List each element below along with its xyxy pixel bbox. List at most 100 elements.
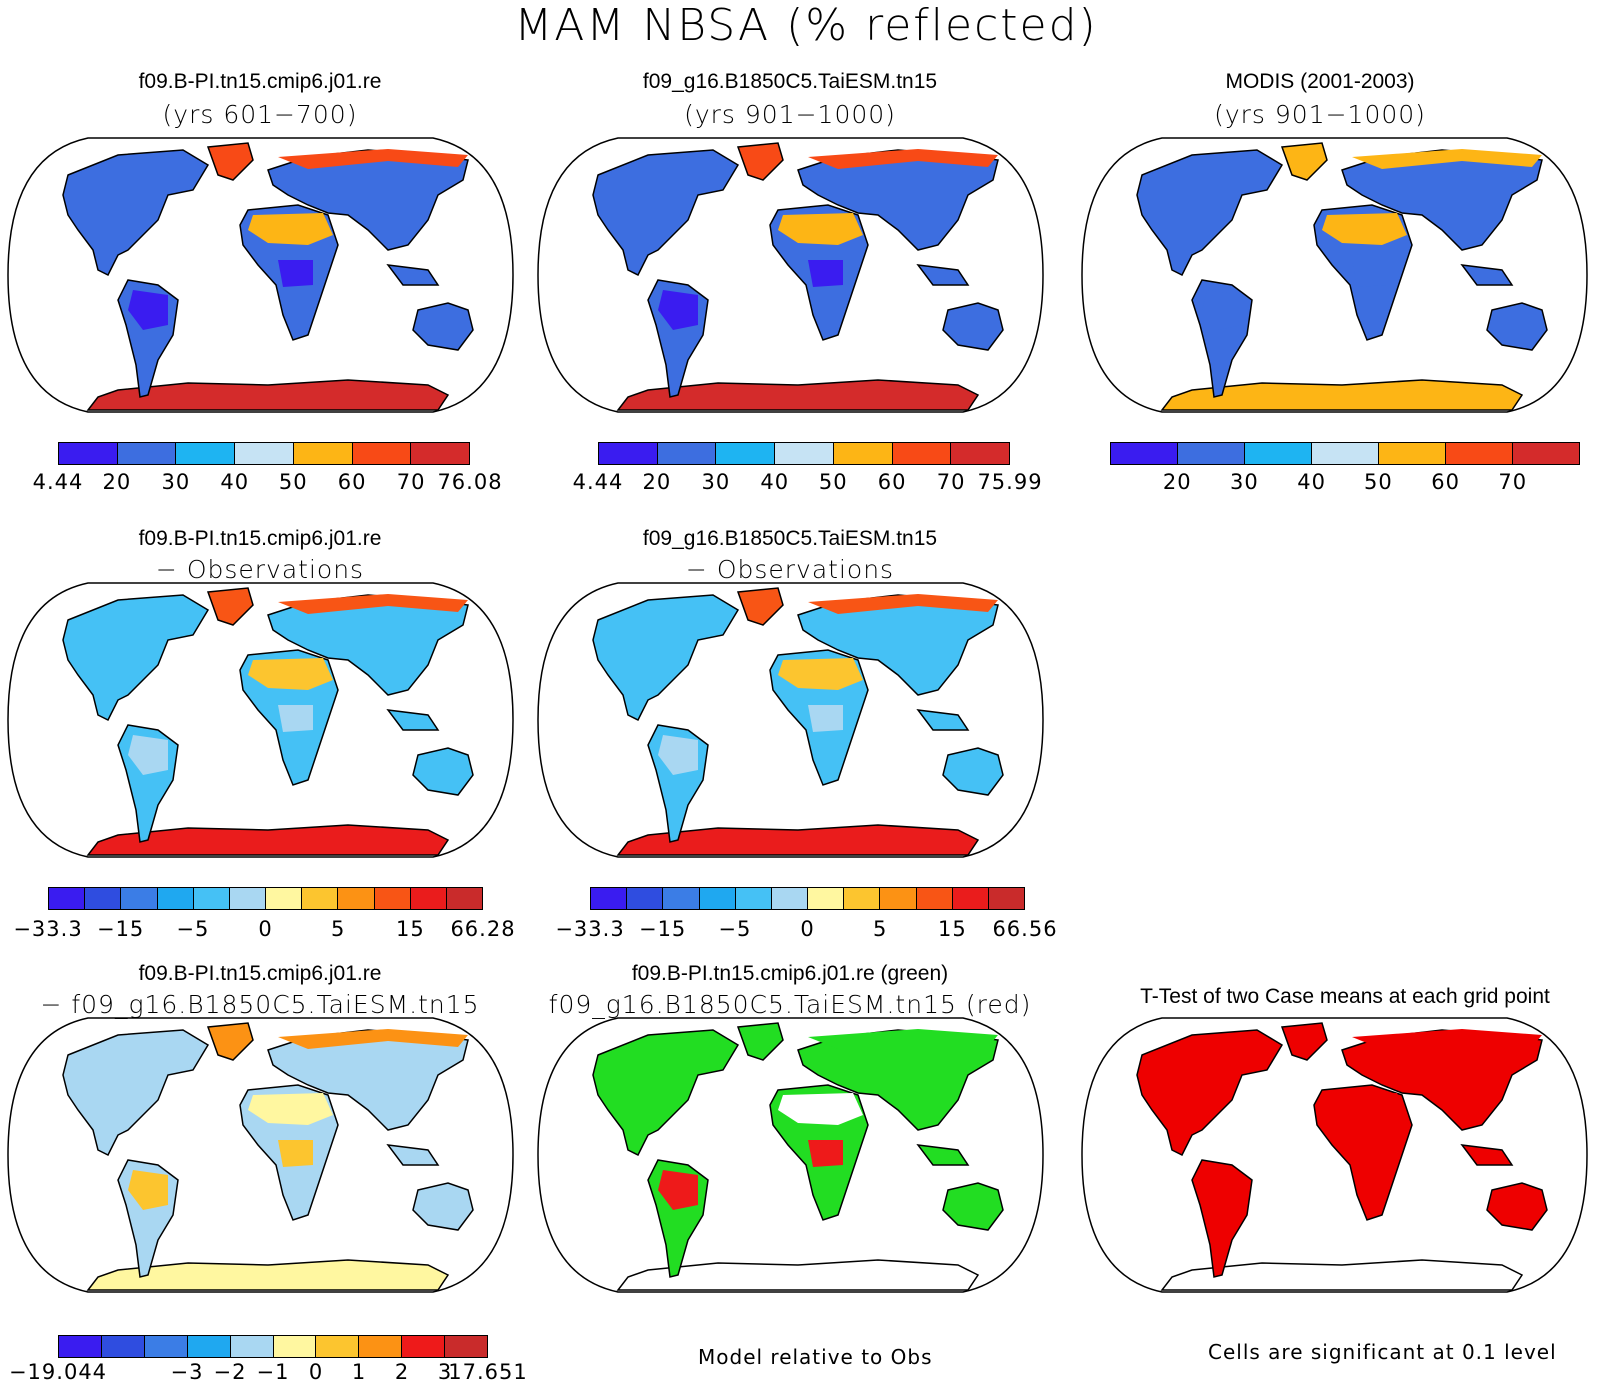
- colorbar-tick-label: 40: [1297, 470, 1326, 494]
- panel3-subtitle: (yrs 901−1000): [1214, 100, 1426, 129]
- panel5-subtitle: − Observations: [685, 555, 895, 584]
- colorbar-tick-label: 20: [1162, 470, 1192, 494]
- panel5-title: f09_g16.B1850C5.TaiESM.tn15: [642, 527, 938, 550]
- tropical-region: [128, 735, 168, 775]
- antarctica-region: [1160, 379, 1524, 411]
- colorbar-box: [1379, 443, 1446, 464]
- desert-region: [778, 1093, 863, 1125]
- northAm-landmass: [592, 1029, 740, 1157]
- colorbar-box: [59, 443, 118, 464]
- colorbar-box: [988, 888, 1025, 909]
- panel7-subtitle: f09_g16.B1850C5.TaiESM.tn15 (red): [548, 990, 1032, 1019]
- map-panel-3: [1081, 135, 1588, 415]
- colorbar-box: [101, 1336, 145, 1357]
- colorbar-tick-label: 66.56: [992, 917, 1058, 941]
- colorbar-tick-label: 2: [394, 1360, 410, 1384]
- colorbar-box: [1513, 443, 1579, 464]
- colorbar-tick-label: 75.99: [977, 470, 1043, 494]
- tropical-region: [658, 1170, 698, 1210]
- colorbar-box: [627, 888, 664, 909]
- panel4-title: f09.B-PI.tn15.cmip6.j01.re: [138, 527, 382, 550]
- tropical-region: [128, 290, 168, 330]
- tropical-region: [1352, 1140, 1387, 1167]
- colorbar-tick-label: −3: [170, 1360, 204, 1384]
- greenland-landmass: [1280, 1022, 1328, 1061]
- colorbar-tick-label: 0: [308, 1360, 324, 1384]
- antarctica-region: [86, 824, 450, 856]
- colorbar-box: [1111, 443, 1178, 464]
- colorbar-box: [352, 443, 412, 464]
- colorbar-tick-label: 60: [337, 470, 367, 494]
- colorbar-box: [193, 888, 230, 909]
- colorbar-tick-label: 15: [395, 917, 425, 941]
- australia-landmass: [942, 1182, 1004, 1231]
- colorbar-box: [117, 443, 177, 464]
- colorbar-tick-label: −5: [176, 917, 210, 941]
- colorbar-tick-label: −2: [213, 1360, 247, 1384]
- colorbar-tick-label: 50: [1363, 470, 1393, 494]
- colorbar-box: [599, 443, 658, 464]
- antarctica-region: [86, 379, 450, 411]
- map-panel-2: [537, 135, 1044, 415]
- colorbar-6: [58, 1335, 488, 1358]
- colorbar-box: [833, 443, 893, 464]
- colorbar-tick-label: 20: [102, 470, 132, 494]
- colorbar-tick-label: 30: [701, 470, 731, 494]
- colorbar-box: [229, 888, 267, 909]
- colorbar-tick-label: 40: [760, 470, 790, 494]
- desert-region: [778, 213, 863, 245]
- australia-landmass: [412, 747, 474, 796]
- colorbar-box: [157, 888, 194, 909]
- colorbar-tick-label: 4.44: [572, 470, 624, 494]
- tropical-region: [658, 735, 698, 775]
- colorbar-tick-label: 20: [642, 470, 672, 494]
- panel2-title: f09_g16.B1850C5.TaiESM.tn15: [642, 70, 938, 93]
- colorbar-tick-label: −33.3: [13, 917, 83, 941]
- map-frame: [537, 582, 1044, 858]
- map-panel-7: [537, 1015, 1044, 1295]
- desert-region: [778, 658, 863, 690]
- colorbar-tick-label: 15: [937, 917, 967, 941]
- colorbar-box: [699, 888, 736, 909]
- greenland-landmass: [736, 142, 784, 181]
- tropical-region: [278, 260, 313, 287]
- arctic-region: [808, 594, 998, 614]
- colorbar-box: [735, 888, 772, 909]
- colorbar-tick-label: 60: [1431, 470, 1460, 494]
- antarctica-region: [616, 1259, 980, 1291]
- colorbar-box: [775, 443, 834, 464]
- colorbar-tick-label: 50: [278, 470, 308, 494]
- northAm-landmass: [592, 149, 740, 277]
- tropical-region: [1352, 260, 1387, 287]
- northAm-landmass: [592, 594, 740, 722]
- australia-landmass: [942, 302, 1004, 351]
- arctic-region: [278, 594, 468, 614]
- colorbar-1-ticks: 4.44 20 30 40 50 60 70 76.08: [33, 470, 502, 496]
- colorbar-box: [410, 888, 447, 909]
- northAm-landmass: [62, 149, 210, 277]
- colorbar-1: [58, 442, 470, 465]
- arctic-region: [808, 149, 998, 169]
- colorbar-box: [374, 888, 411, 909]
- greenland-landmass: [736, 1022, 784, 1061]
- colorbar-tick-label: 30: [1230, 470, 1259, 494]
- significance-note: Cells are significant at 0.1 level: [1208, 1340, 1557, 1364]
- colorbar-tick-label: −33.3: [555, 917, 625, 941]
- arctic-region: [1352, 149, 1542, 169]
- panel4-subtitle: − Observations: [155, 555, 365, 584]
- colorbar-box: [1245, 443, 1312, 464]
- colorbar-box: [49, 888, 86, 909]
- colorbar-tick-label: 5: [330, 917, 346, 941]
- australia-landmass: [412, 1182, 474, 1231]
- colorbar-tick-label: −5: [718, 917, 752, 941]
- colorbar-box: [144, 1336, 188, 1357]
- northAm-landmass: [1136, 149, 1284, 277]
- colorbar-tick-label: 0: [800, 917, 815, 941]
- greenland-landmass: [206, 587, 254, 626]
- tropical-region: [278, 705, 313, 732]
- antarctica-region: [1160, 1259, 1524, 1291]
- colorbar-tick-label: −15: [96, 917, 145, 941]
- colorbar-box: [844, 888, 881, 909]
- colorbar-tick-label: 76.08: [437, 470, 503, 494]
- colorbar-2: [598, 442, 1010, 465]
